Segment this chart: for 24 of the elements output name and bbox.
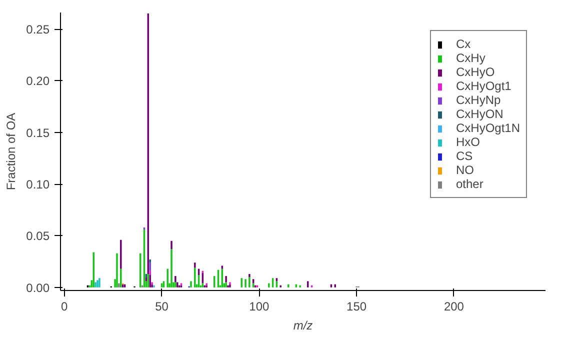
legend-label: CS — [456, 149, 474, 163]
legend-label: CxHyON — [456, 107, 504, 121]
legend-label: HxO — [456, 135, 480, 149]
x-tick-label: 50 — [155, 300, 169, 314]
x-tick-label: 100 — [249, 300, 270, 314]
legend-label: CxHyNp — [456, 93, 501, 107]
legend-label: NO — [456, 163, 475, 177]
legend-label: CxHy — [456, 51, 486, 65]
y-tick-label: 0.20 — [26, 74, 50, 88]
legend-label: CxHyOgt1N — [456, 121, 520, 135]
legend-label: other — [456, 177, 484, 191]
y-axis-title: Fraction of OA — [4, 112, 18, 190]
x-tick-label: 150 — [346, 300, 367, 314]
x-tick-label: 200 — [444, 300, 464, 314]
legend-label: CxHyOgt1 — [456, 79, 512, 93]
y-tick-label: 0.00 — [26, 280, 50, 295]
x-axis-title: m/z — [293, 318, 313, 332]
y-tick-label: 0.10 — [26, 178, 50, 192]
y-tick-label: 0.25 — [26, 22, 50, 37]
y-tick-label: 0.05 — [26, 229, 50, 244]
x-tick-label: 0 — [61, 300, 68, 314]
legend-label: CxHyO — [456, 65, 495, 79]
y-tick-label: 0.15 — [26, 126, 50, 140]
legend-label: Cx — [456, 37, 472, 51]
